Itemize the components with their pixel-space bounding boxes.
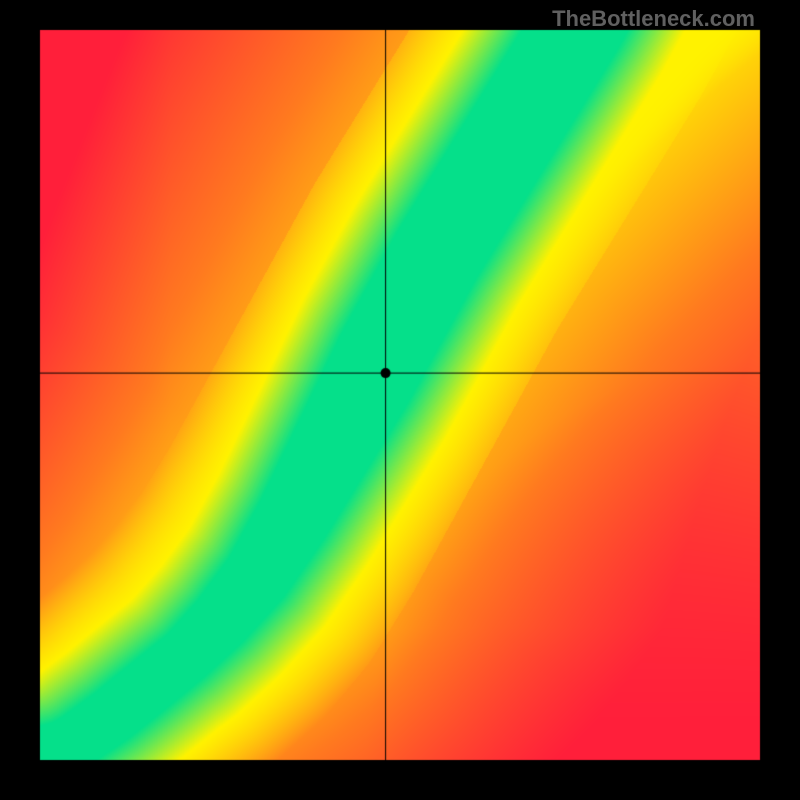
watermark-text: TheBottleneck.com — [552, 6, 755, 32]
bottleneck-heatmap — [0, 0, 800, 800]
